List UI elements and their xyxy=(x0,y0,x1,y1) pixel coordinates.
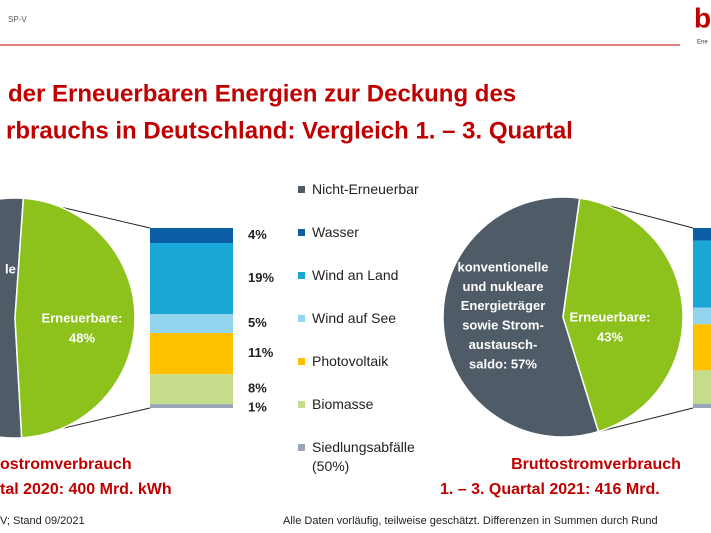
bar-segment xyxy=(150,243,233,315)
bar-segment xyxy=(693,228,711,241)
bar-label: 5% xyxy=(248,315,267,330)
legend-swatch xyxy=(298,186,305,193)
title: rbrauchs in Deutschland: Vergleich 1. – … xyxy=(6,117,573,144)
slice-value: 48% xyxy=(69,330,95,345)
slice-label: und nukleare xyxy=(463,279,544,294)
bar-segment xyxy=(150,374,233,405)
tag: SP-V xyxy=(8,15,27,24)
legend-item: Biomasse xyxy=(298,395,438,438)
slice-label: le xyxy=(5,261,16,276)
connector xyxy=(598,407,694,433)
slice-label: konventionelle xyxy=(457,259,548,274)
slice-value: 43% xyxy=(597,329,623,344)
legend-item: Wasser xyxy=(298,223,438,266)
footer-left: V; Stand 09/2021 xyxy=(0,515,85,527)
bar-segment xyxy=(693,403,711,408)
bar-label: 8% xyxy=(248,381,267,396)
slice-label: Erneuerbare: xyxy=(42,310,123,325)
legend-label: Wind auf See xyxy=(312,310,397,326)
pie-slice xyxy=(442,196,600,438)
pie-slice xyxy=(562,197,684,433)
legend-label: Biomasse xyxy=(312,396,374,412)
slice-label: Energieträger xyxy=(461,298,546,313)
caption: ostromverbrauch xyxy=(0,456,132,473)
bar-segment xyxy=(150,404,233,408)
bar-label: 1% xyxy=(248,400,267,415)
title: der Erneuerbaren Energien zur Deckung de… xyxy=(8,80,516,107)
legend-label: Nicht-Erneuerbar xyxy=(312,181,419,197)
legend-item: Wind an Land xyxy=(298,266,438,309)
pie-slice xyxy=(0,197,25,439)
slice-label: saldo: 57% xyxy=(469,356,537,371)
bar-segment xyxy=(150,314,233,333)
legend-swatch xyxy=(298,444,305,451)
bar-segment xyxy=(693,370,711,404)
slice-label: austausch- xyxy=(469,337,538,352)
bar-segment xyxy=(150,228,233,243)
slice-label: Erneuerbare: xyxy=(570,309,651,324)
legend-item: Wind auf See xyxy=(298,309,438,352)
caption: tal 2020: 400 Mrd. kWh xyxy=(0,481,172,498)
legend-swatch xyxy=(298,229,305,236)
logo-sub: Ene xyxy=(697,40,708,46)
slice-label: sowie Strom- xyxy=(462,318,544,333)
bar-label: 19% xyxy=(248,270,274,285)
legend-swatch xyxy=(298,401,305,408)
legend-item: Photovoltaik xyxy=(298,352,438,395)
legend-label: Siedlungsabfälle (50%) xyxy=(312,439,415,474)
legend-swatch xyxy=(298,315,305,322)
bar-label: 4% xyxy=(248,227,267,242)
bar-segment xyxy=(693,307,711,325)
bar-label: 11% xyxy=(248,345,274,360)
legend-swatch xyxy=(298,272,305,279)
bar-segment xyxy=(150,333,233,375)
footer-right: Alle Daten vorläufig, teilweise geschätz… xyxy=(283,515,658,527)
legend-item: Nicht-Erneuerbar xyxy=(298,180,438,223)
logo: b xyxy=(694,2,711,33)
legend-label: Wind an Land xyxy=(312,267,399,283)
legend-item: Siedlungsabfälle (50%) xyxy=(298,438,438,481)
bar-segment xyxy=(693,240,711,308)
legend: Nicht-Erneuerbar Wasser Wind an Land Wind a… xyxy=(298,180,438,481)
pie-slice xyxy=(14,197,136,439)
legend-label: Photovoltaik xyxy=(312,353,389,369)
caption: 1. – 3. Quartal 2021: 416 Mrd. xyxy=(440,481,660,498)
bar-segment xyxy=(693,324,711,371)
caption: Bruttostromverbrauch xyxy=(511,456,681,473)
legend-swatch xyxy=(298,358,305,365)
legend-label: Wasser xyxy=(312,224,359,240)
